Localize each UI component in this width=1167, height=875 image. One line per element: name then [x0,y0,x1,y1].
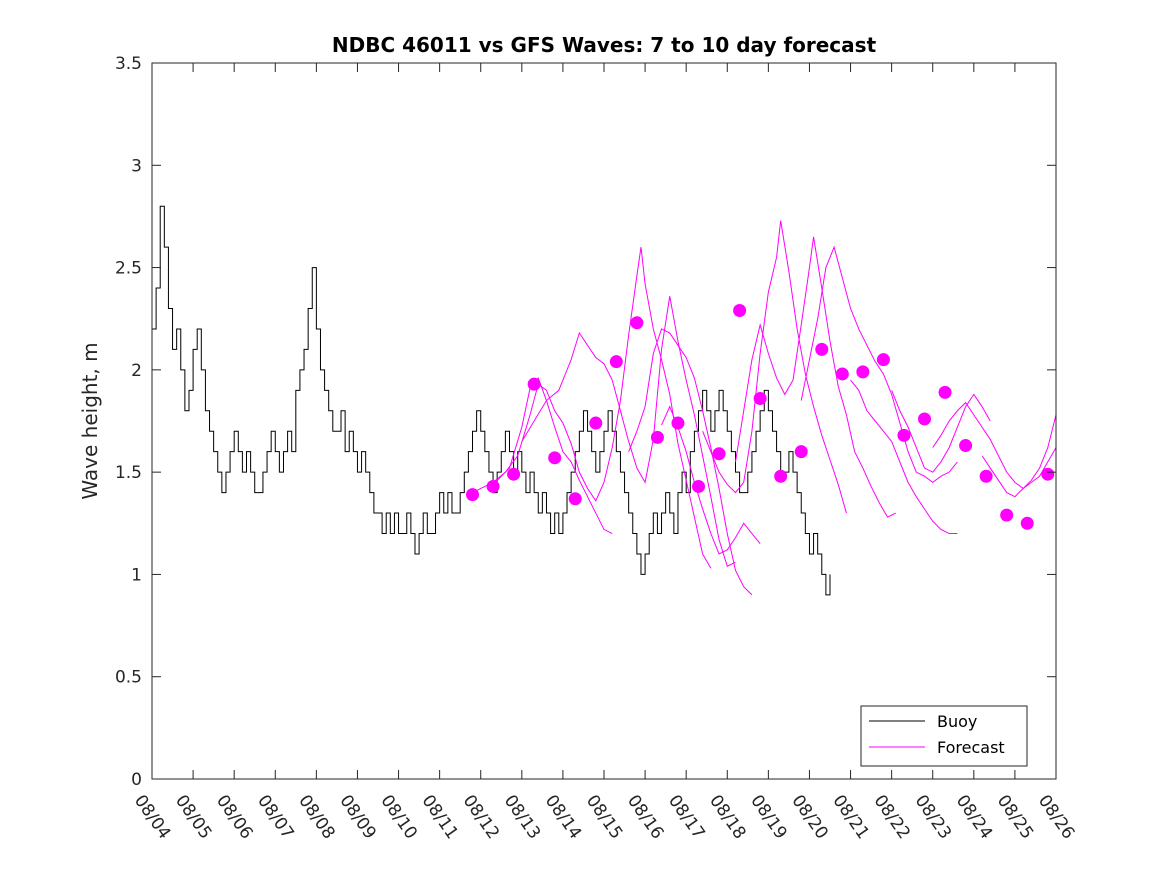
forecast-marker [815,342,829,356]
forecast-marker [753,391,767,405]
forecast-series-line [521,296,736,567]
buoy-series-line [152,205,831,596]
forecast-marker [918,412,932,426]
forecast-marker [671,416,685,430]
forecast-marker [589,416,603,430]
forecast-marker [630,316,644,330]
forecast-marker-layer [466,304,1055,530]
forecast-marker [466,488,480,502]
legend-forecast-label: Forecast [937,738,1005,757]
forecast-series-line [628,328,753,596]
forecast-marker [712,447,726,461]
chart-title: NDBC 46011 vs GFS Waves: 7 to 10 day for… [332,33,877,57]
y-tick-label: 2 [131,361,142,381]
forecast-marker [650,430,664,444]
y-tick-label: 3 [131,156,142,176]
forecast-series-line [800,245,958,483]
forecast-series-line [981,414,1057,498]
legend: Buoy Forecast [860,705,1028,767]
forecast-series-line [702,220,847,514]
forecast-marker [1041,467,1055,481]
forecast-marker [527,377,541,391]
forecast-marker [897,428,911,442]
forecast-marker [568,492,582,506]
forecast-marker [856,365,870,379]
forecast-marker [548,451,562,465]
y-tick-label: 0 [131,770,142,790]
forecast-marker [959,439,973,453]
forecast-series-line [734,236,896,518]
forecast-marker [774,469,788,483]
forecast-marker [1020,516,1034,530]
forecast-marker [938,385,952,399]
forecast-marker [486,479,500,493]
y-tick-label: 1 [131,565,142,585]
y-tick-label: 0.5 [115,668,142,688]
y-tick-label: 2.5 [115,259,142,279]
forecast-series-line [891,390,991,473]
forecast-marker [876,353,890,367]
y-tick-label: 1.5 [115,463,142,483]
y-tick-label: 3.5 [115,54,142,74]
forecast-series-line [850,379,958,535]
forecast-series-line [932,401,1057,490]
y-axis: 0 0.5 1 1.5 2 2.5 3 3.5 [115,54,1056,790]
forecast-marker [609,355,623,369]
forecast-marker [794,445,808,459]
forecast-marker [979,469,993,483]
forecast-marker [733,304,747,318]
forecast-marker [835,367,849,381]
forecast-marker [692,479,706,493]
y-axis-label: Wave height, m [78,342,102,499]
legend-box [860,705,1028,767]
forecast-marker [507,467,521,481]
legend-buoy-label: Buoy [937,712,977,731]
forecast-marker [1000,508,1014,522]
